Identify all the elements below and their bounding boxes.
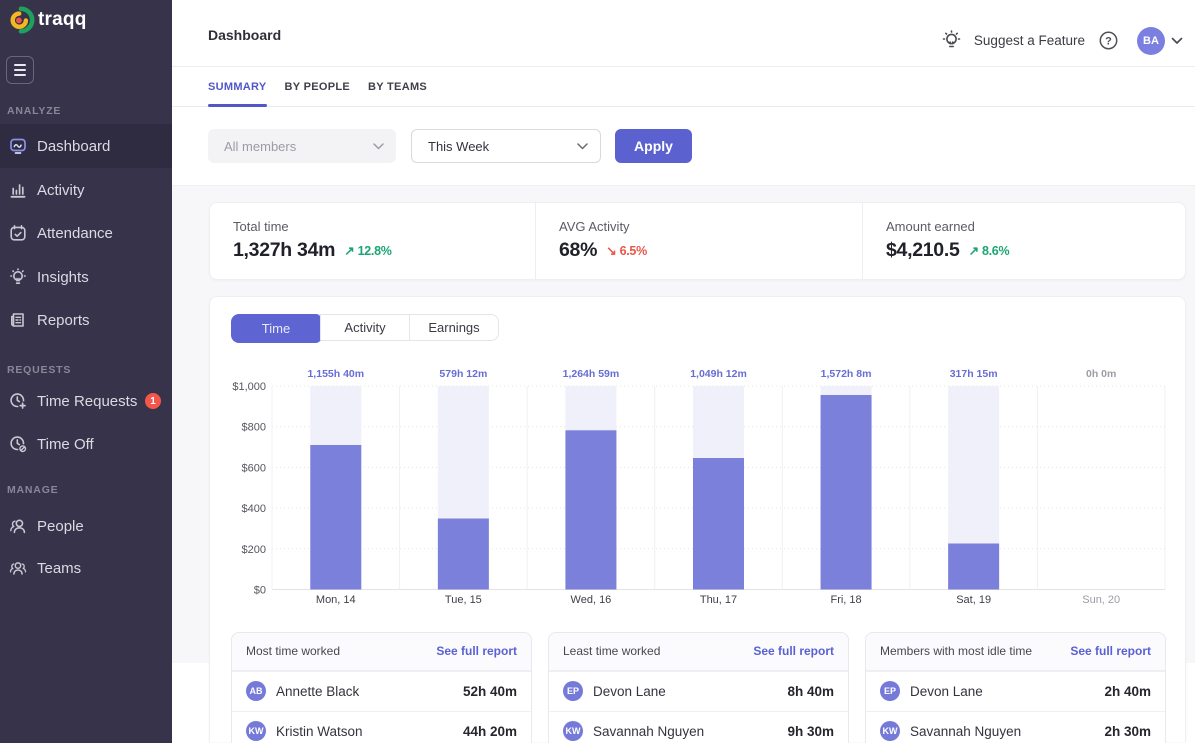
svg-text:$800: $800 <box>242 422 266 434</box>
svg-text:Sat, 19: Sat, 19 <box>956 594 991 606</box>
svg-text:$200: $200 <box>242 544 266 556</box>
svg-text:Wed, 16: Wed, 16 <box>571 594 612 606</box>
svg-text:1,049h 12m: 1,049h 12m <box>690 368 747 380</box>
svg-text:Mon, 14: Mon, 14 <box>316 594 356 606</box>
svg-text:Tue, 15: Tue, 15 <box>445 594 482 606</box>
svg-text:$600: $600 <box>242 462 266 474</box>
svg-text:$1,000: $1,000 <box>232 381 266 393</box>
svg-text:Sun, 20: Sun, 20 <box>1082 594 1120 606</box>
svg-text:1,264h 59m: 1,264h 59m <box>563 368 620 380</box>
svg-text:Fri, 18: Fri, 18 <box>830 594 861 606</box>
svg-text:$0: $0 <box>254 585 266 597</box>
svg-text:1,572h 8m: 1,572h 8m <box>821 368 872 380</box>
svg-text:579h 12m: 579h 12m <box>439 368 487 380</box>
svg-text:317h 15m: 317h 15m <box>950 368 998 380</box>
svg-text:0h 0m: 0h 0m <box>1086 368 1116 380</box>
svg-text:?: ? <box>1105 36 1112 48</box>
svg-text:Thu, 17: Thu, 17 <box>700 594 737 606</box>
svg-text:$400: $400 <box>242 503 266 515</box>
svg-text:1,155h 40m: 1,155h 40m <box>307 368 364 380</box>
